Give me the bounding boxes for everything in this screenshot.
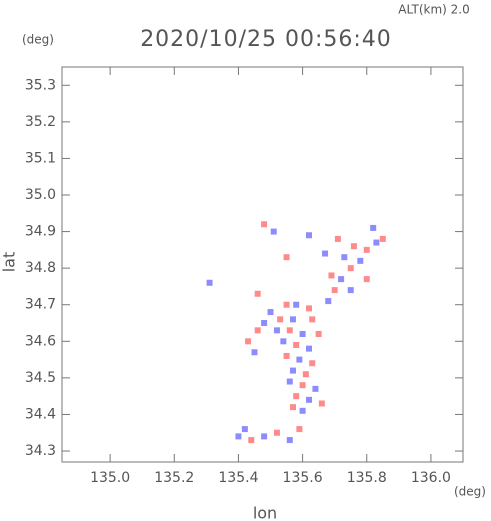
radar-echo [363, 246, 370, 253]
radar-echo [357, 257, 364, 264]
x-tick-label: 136.0 [411, 470, 451, 486]
radar-echo [289, 367, 296, 374]
radar-echo [325, 298, 332, 305]
radar-echo [289, 404, 296, 411]
radar-echo [293, 341, 300, 348]
radar-echo [334, 235, 341, 242]
radar-echo [306, 345, 313, 352]
y-tick-label: 35.1 [25, 150, 56, 166]
radar-echo [370, 224, 377, 231]
radar-echo [312, 385, 319, 392]
radar-echo [306, 232, 313, 239]
altitude-label: ALT(km) 2.0 [398, 3, 469, 17]
radar-echo [338, 276, 345, 283]
y-tick-label: 34.9 [25, 224, 56, 240]
radar-echo [322, 250, 329, 257]
radar-echo [289, 316, 296, 323]
radar-echo [309, 316, 316, 323]
y-tick-label: 34.4 [25, 406, 56, 422]
y-unit: (deg) [22, 33, 54, 47]
radar-echo [245, 338, 252, 345]
radar-echo [286, 437, 293, 444]
radar-echo [267, 309, 274, 316]
radar-echo [341, 254, 348, 261]
radar-echo [296, 356, 303, 363]
radar-echo [309, 360, 316, 367]
radar-echo [286, 378, 293, 385]
radar-echo [379, 235, 386, 242]
x-tick-label: 135.6 [283, 470, 323, 486]
x-unit: (deg) [454, 485, 486, 499]
radar-echo [299, 382, 306, 389]
y-tick-label: 35.0 [25, 187, 56, 203]
radar-echo [241, 426, 248, 433]
chart-title: 2020/10/25 00:56:40 [140, 27, 392, 52]
radar-echo [283, 352, 290, 359]
radar-echo [273, 429, 280, 436]
radar-echo [248, 437, 255, 444]
y-tick-label: 34.3 [25, 443, 56, 459]
radar-echo [350, 243, 357, 250]
radar-echo [306, 305, 313, 312]
radar-echo [347, 287, 354, 294]
radar-echo [277, 316, 284, 323]
radar-echo [254, 327, 261, 334]
radar-echo [347, 265, 354, 272]
x-tick-label: 135.2 [154, 470, 194, 486]
x-tick-label: 135.4 [218, 470, 258, 486]
radar-echo [280, 338, 287, 345]
radar-echo [270, 228, 277, 235]
radar-echo [302, 371, 309, 378]
radar-echo [299, 330, 306, 337]
radar-echo [306, 396, 313, 403]
y-tick-label: 34.5 [25, 370, 56, 386]
x-tick-label: 135.0 [90, 470, 130, 486]
y-tick-label: 35.3 [25, 77, 56, 93]
radar-echo [331, 287, 338, 294]
radar-echo [373, 239, 380, 246]
radar-echo [293, 301, 300, 308]
radar-echo [251, 349, 258, 356]
radar-echo [293, 393, 300, 400]
y-tick-label: 34.6 [25, 333, 56, 349]
y-tick-label: 35.2 [25, 114, 56, 130]
radar-echo [363, 276, 370, 283]
radar-echo [296, 426, 303, 433]
radar-echo [318, 400, 325, 407]
y-tick-label: 34.7 [25, 297, 56, 313]
radar-echo [273, 327, 280, 334]
plot-frame [61, 66, 464, 463]
x-axis-label: lon [253, 504, 277, 521]
radar-echo [254, 290, 261, 297]
radar-echo [261, 221, 268, 228]
y-axis-label: lat [0, 252, 19, 273]
radar-echo [261, 433, 268, 440]
radar-echo [206, 279, 213, 286]
radar-echo [261, 320, 268, 327]
x-tick-label: 135.8 [347, 470, 387, 486]
radar-echo [286, 327, 293, 334]
radar-echo [328, 272, 335, 279]
radar-echo [283, 254, 290, 261]
radar-echo [283, 301, 290, 308]
radar-echo [235, 433, 242, 440]
radar-echo [299, 407, 306, 414]
radar-echo [315, 330, 322, 337]
y-tick-label: 34.8 [25, 260, 56, 276]
